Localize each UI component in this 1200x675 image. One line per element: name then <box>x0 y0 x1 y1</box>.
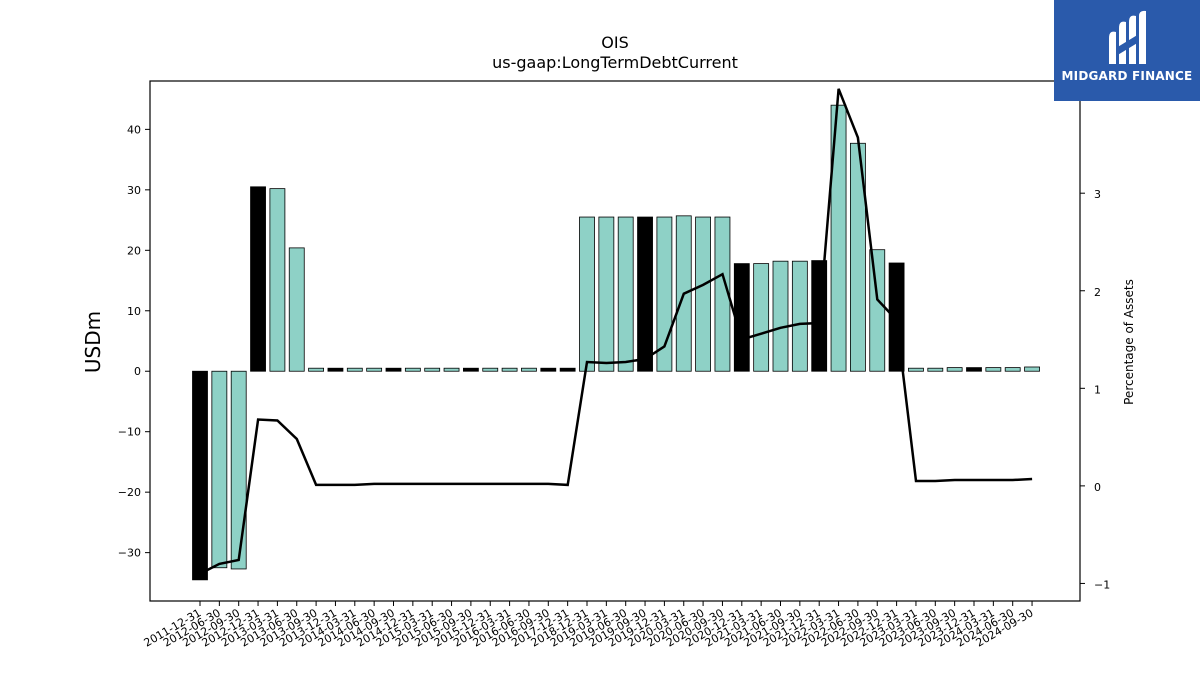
bar <box>966 367 982 372</box>
y-tick-label: 0 <box>134 365 141 378</box>
bar <box>366 367 383 372</box>
chart-title: OIS <box>601 33 628 52</box>
y-axis-label: USDm <box>81 311 105 373</box>
bar <box>385 367 402 372</box>
bar <box>443 367 460 372</box>
y-tick-label: 10 <box>127 305 141 318</box>
y-tick-label: 40 <box>127 123 141 136</box>
bar <box>714 216 731 372</box>
bar <box>424 367 441 372</box>
bar <box>346 367 363 372</box>
bar <box>192 370 208 581</box>
bar <box>927 367 944 372</box>
bar <box>269 188 286 372</box>
bar <box>211 370 228 569</box>
y-tick-label: 30 <box>127 184 141 197</box>
bar <box>830 104 847 372</box>
y2-tick-label: 1 <box>1094 383 1101 396</box>
y-tick-label: −20 <box>118 486 141 499</box>
bar <box>772 260 789 372</box>
plot-area: −30−20−10010203040−1012342011-12-312012-… <box>118 80 1110 650</box>
plot-frame <box>149 80 1081 602</box>
midgard-logo-icon <box>1109 10 1146 65</box>
y2-tick-label: 0 <box>1094 481 1101 494</box>
bar <box>908 367 924 372</box>
bar <box>985 367 1002 372</box>
y2-tick-label: 3 <box>1094 188 1101 201</box>
bar <box>501 367 518 372</box>
bar <box>521 367 537 372</box>
y-tick-label: −30 <box>118 547 141 560</box>
bar <box>869 249 886 372</box>
bar <box>1024 366 1040 372</box>
bar <box>482 367 499 372</box>
bar <box>579 216 595 372</box>
bar <box>617 216 634 372</box>
bar <box>559 367 576 372</box>
y-tick-label: 20 <box>127 244 141 257</box>
y2-tick-label: 2 <box>1094 286 1101 299</box>
bar <box>250 186 266 372</box>
bar <box>1004 367 1021 372</box>
bar <box>753 263 770 372</box>
series-line <box>199 88 1033 575</box>
y-tick-label: −10 <box>118 426 141 439</box>
bar <box>791 260 808 372</box>
bar <box>946 367 963 372</box>
bar <box>404 367 421 372</box>
chart-subtitle: us-gaap:LongTermDebtCurrent <box>492 53 738 72</box>
bar <box>540 367 557 372</box>
bar <box>598 216 615 372</box>
bar <box>656 216 673 372</box>
bar <box>327 367 344 372</box>
y2-axis-label: Percentage of Assets <box>1122 279 1136 405</box>
bar <box>288 247 305 372</box>
y2-tick-label: −1 <box>1094 578 1110 591</box>
bar <box>230 370 247 570</box>
bar <box>695 216 711 372</box>
logo-banner: MIDGARD FINANCE <box>1054 0 1200 101</box>
logo-text: MIDGARD FINANCE <box>1061 69 1193 83</box>
bar <box>308 367 325 372</box>
bar <box>637 216 653 372</box>
bar <box>462 367 479 372</box>
